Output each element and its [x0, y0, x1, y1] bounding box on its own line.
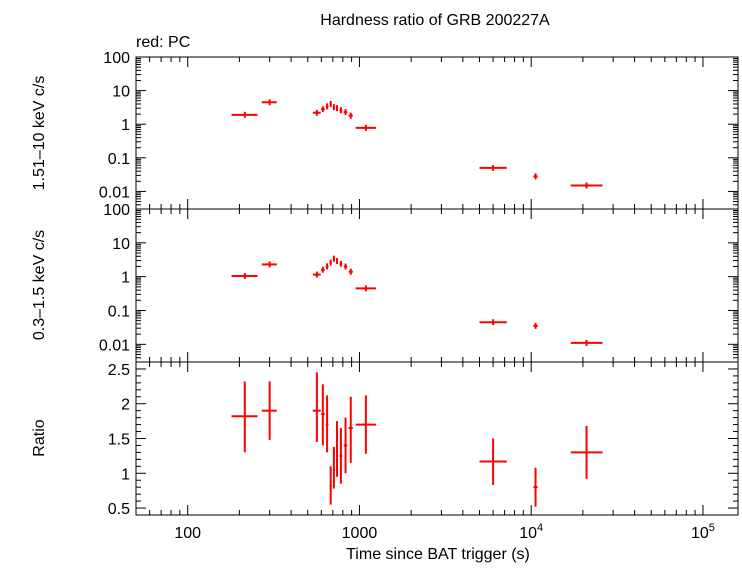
y-tick-label: 1	[121, 270, 130, 287]
y-tick-label: 0.01	[99, 337, 130, 354]
y-tick-label: 0.01	[99, 184, 130, 201]
data-point	[325, 395, 329, 453]
data-point	[321, 384, 325, 446]
data-point	[325, 263, 329, 270]
data-point	[325, 103, 329, 110]
data-point	[479, 438, 507, 486]
x-tick-label: 100	[174, 525, 201, 542]
y-tick-label: 0.1	[108, 303, 130, 320]
data-point	[231, 381, 258, 453]
data-point	[355, 395, 377, 454]
y-tick-label: 100	[103, 50, 130, 67]
data-point	[570, 339, 603, 346]
x-tick-exponent: 4	[537, 522, 543, 534]
data-point	[332, 255, 335, 262]
x-tick-label: 1000	[342, 525, 378, 542]
data-point	[343, 417, 348, 474]
y-tick-label: 10	[112, 236, 130, 253]
data-point	[321, 106, 325, 113]
data-point	[479, 164, 507, 171]
data-point	[479, 319, 507, 326]
data-point	[335, 105, 338, 112]
panel-frame	[135, 208, 739, 363]
y-tick-label: 1.5	[108, 432, 130, 449]
data-point	[332, 104, 335, 111]
data-point	[533, 173, 538, 180]
y-axis-label: 0.3–1.5 keV c/s	[31, 230, 48, 340]
y-tick-label: 2	[121, 397, 130, 414]
data-point	[533, 322, 538, 329]
panel-frame	[135, 361, 739, 516]
data-point	[261, 99, 277, 106]
x-axis-label: Time since BAT trigger (s)	[346, 546, 530, 563]
legend-note: red: PC	[136, 34, 190, 51]
data-point	[355, 285, 377, 292]
data-point	[339, 428, 343, 484]
data-point	[329, 259, 332, 266]
y-tick-label: 100	[103, 202, 130, 219]
data-point	[261, 261, 277, 268]
chart-title: Hardness ratio of GRB 200227A	[320, 12, 550, 29]
y-axis-label: Ratio	[31, 419, 48, 456]
data-point	[343, 263, 348, 270]
data-point	[231, 111, 258, 118]
y-tick-label: 0.5	[108, 501, 130, 518]
y-axis-label: 1.51–10 keV c/s	[31, 76, 48, 191]
panel-bottom: 2.5 2 1.5 1 0.5 Ratio	[31, 361, 739, 518]
data-point	[312, 271, 321, 278]
x-tick-label: 104	[519, 522, 543, 542]
data-point	[231, 272, 258, 279]
data-point	[348, 268, 353, 275]
panels-layer: 100 10 1 0.1 0.01 1.51–10 keV c/s 100 10 1 0.1 0.0…	[31, 50, 739, 542]
data-point	[570, 425, 603, 479]
data-point	[355, 124, 377, 131]
data-point	[312, 372, 321, 442]
data-point	[570, 182, 603, 189]
data-point	[321, 266, 325, 273]
data-point	[343, 109, 348, 116]
y-tick-label: 0.1	[108, 151, 130, 168]
data-point	[335, 421, 338, 477]
y-tick-label: 1	[121, 117, 130, 134]
x-tick-exponent: 5	[709, 522, 715, 534]
y-tick-label: 10	[112, 84, 130, 101]
data-point	[329, 100, 332, 107]
y-tick-label: 1	[121, 466, 130, 483]
data-point	[348, 396, 353, 463]
data-point	[339, 107, 343, 114]
data-point	[339, 260, 343, 267]
data-point	[332, 446, 335, 489]
y-tick-label: 2.5	[108, 362, 130, 379]
data-point	[329, 466, 332, 505]
panel-frame	[135, 56, 739, 210]
panel-top: 100 10 1 0.1 0.01 1.51–10 keV c/s	[31, 50, 739, 210]
data-point	[335, 258, 338, 265]
panel-middle: 100 10 1 0.1 0.01 0.3–1.5 keV c/s	[31, 202, 739, 363]
x-tick-label: 105	[691, 522, 715, 542]
data-point	[261, 381, 277, 440]
data-point	[348, 112, 353, 119]
data-point	[533, 467, 538, 507]
data-point	[312, 109, 321, 116]
